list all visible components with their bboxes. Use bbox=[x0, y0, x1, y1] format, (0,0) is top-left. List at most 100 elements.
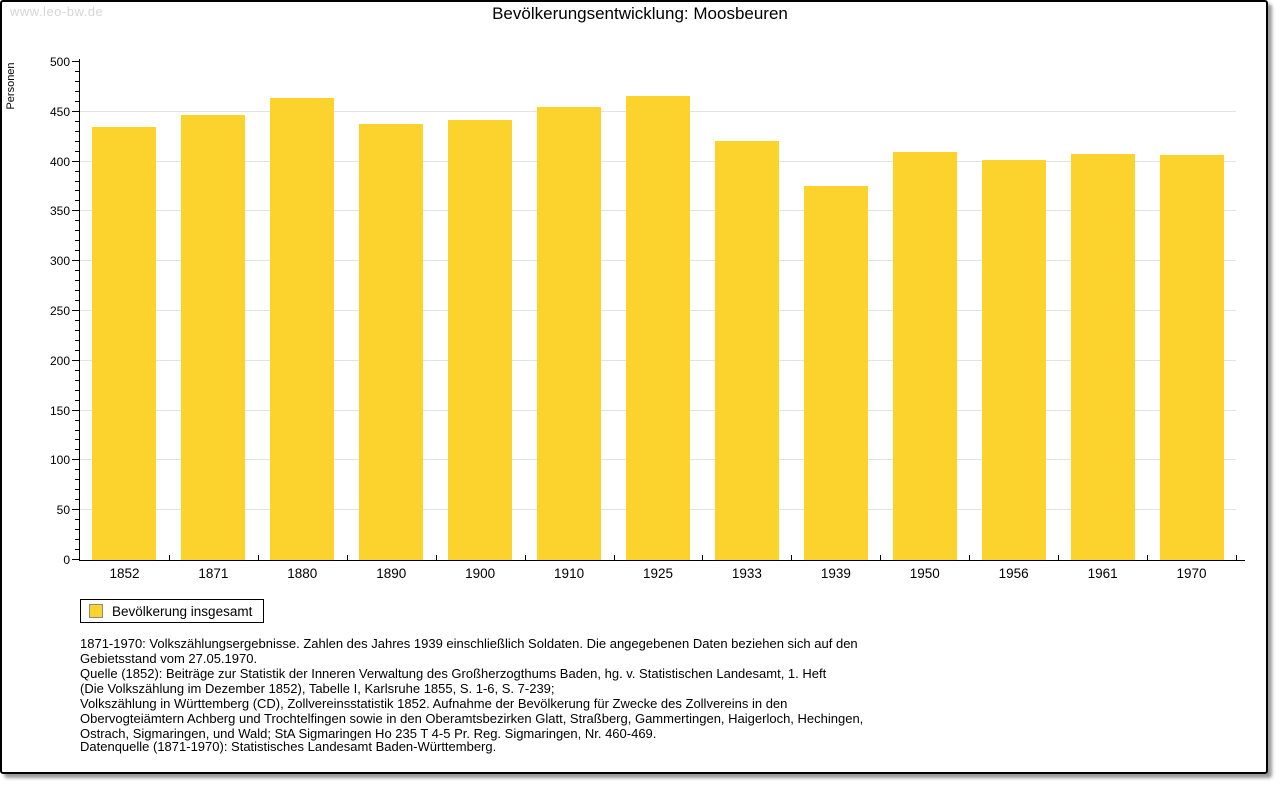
x-axis-tick bbox=[880, 555, 882, 560]
footer-notes: 1871-1970: Volkszählungsergebnisse. Zahl… bbox=[80, 636, 1210, 741]
y-axis-title: Personen bbox=[5, 62, 17, 110]
legend-swatch bbox=[89, 604, 103, 618]
y-axis-tick bbox=[75, 469, 79, 471]
footer-note-line: Ostrach, Sigmaringen, und Wald; StA Sigm… bbox=[80, 726, 657, 741]
y-axis-tick bbox=[75, 529, 79, 531]
y-axis-line bbox=[79, 59, 80, 560]
x-axis-label: 1939 bbox=[820, 566, 851, 581]
bar bbox=[714, 140, 779, 560]
footer-datasource: Datenquelle (1871-1970): Statistisches L… bbox=[80, 739, 497, 754]
y-axis-tick bbox=[75, 190, 79, 192]
y-axis-tick bbox=[75, 449, 79, 451]
watermark: www.leo-bw.de bbox=[10, 4, 104, 19]
y-axis-tick bbox=[75, 389, 79, 391]
x-axis-label: 1900 bbox=[465, 566, 496, 581]
legend: Bevölkerung insgesamt bbox=[80, 599, 265, 623]
x-axis-label: 1852 bbox=[109, 566, 140, 581]
x-axis-label: 1961 bbox=[1087, 566, 1118, 581]
y-axis-tick bbox=[75, 479, 79, 481]
y-axis-tick bbox=[75, 220, 79, 222]
y-axis-tick bbox=[75, 80, 79, 82]
x-axis-tick bbox=[168, 555, 170, 560]
y-axis-tick bbox=[75, 439, 79, 441]
y-axis-tick-label: 500 bbox=[49, 55, 70, 69]
y-axis-tick bbox=[75, 339, 79, 341]
x-axis-tick bbox=[1236, 555, 1237, 560]
y-axis-tick bbox=[75, 200, 79, 202]
y-axis-tick bbox=[72, 310, 79, 311]
y-axis-tick bbox=[75, 270, 79, 272]
y-axis-tick bbox=[72, 260, 79, 262]
y-axis-tick bbox=[75, 399, 79, 401]
x-axis-label: 1956 bbox=[998, 566, 1029, 581]
y-axis-tick-label: 200 bbox=[49, 353, 70, 368]
y-axis-tick bbox=[75, 90, 79, 92]
page-title: Bevölkerungsentwicklung: Moosbeuren bbox=[492, 4, 788, 23]
y-axis-tick bbox=[75, 369, 79, 371]
x-axis-tick bbox=[791, 555, 793, 560]
y-axis-tick bbox=[75, 170, 79, 172]
bar bbox=[1159, 154, 1224, 560]
y-axis-tick bbox=[72, 409, 79, 411]
y-axis-tick bbox=[75, 349, 79, 351]
bar bbox=[803, 185, 868, 560]
x-axis-line bbox=[79, 560, 1245, 561]
bar bbox=[448, 119, 513, 560]
bar bbox=[1070, 153, 1135, 560]
x-axis-tick bbox=[702, 555, 704, 560]
y-axis-tick bbox=[72, 509, 79, 511]
y-axis-tick bbox=[72, 210, 79, 212]
y-axis-tick bbox=[75, 379, 79, 381]
x-axis-label: 1871 bbox=[198, 566, 229, 581]
x-axis-tick bbox=[1147, 555, 1149, 560]
x-axis-label: 1890 bbox=[376, 566, 407, 581]
y-axis-tick bbox=[75, 549, 79, 551]
y-axis-tick bbox=[75, 290, 79, 292]
y-axis-tick-label: 350 bbox=[49, 204, 70, 219]
y-axis-tick-label: 150 bbox=[49, 403, 70, 418]
y-axis-tick bbox=[75, 319, 79, 321]
bar bbox=[537, 106, 602, 560]
y-axis-tick bbox=[75, 519, 79, 521]
footer-note-line: Volkszählung in Württemberg (CD), Zollve… bbox=[80, 696, 788, 711]
y-axis-tick bbox=[75, 300, 79, 302]
y-axis-tick-label: 50 bbox=[56, 503, 70, 518]
y-axis-tick bbox=[75, 489, 79, 491]
y-axis-tick bbox=[75, 120, 79, 122]
y-axis-tick bbox=[75, 429, 79, 431]
bar bbox=[892, 151, 957, 560]
footer-note-line: (Die Volkszählung im Dezember 1852), Tab… bbox=[80, 681, 555, 696]
x-axis-label: 1910 bbox=[554, 566, 585, 581]
y-axis-tick bbox=[72, 110, 79, 112]
plot-area: 0 50 100 150 200 250 300 350 400 450 500 1852 1871 18… bbox=[50, 56, 1245, 581]
x-axis-label: 1950 bbox=[909, 566, 940, 581]
x-axis-tick bbox=[524, 555, 526, 560]
x-axis-tick bbox=[613, 555, 615, 560]
y-axis-tick bbox=[75, 329, 79, 331]
x-axis-label: 1933 bbox=[731, 566, 762, 581]
y-axis-tick-label: 300 bbox=[49, 254, 70, 269]
y-axis-tick bbox=[75, 419, 79, 421]
x-axis-label: 1880 bbox=[287, 566, 318, 581]
y-axis-tick bbox=[75, 539, 79, 541]
y-axis-tick bbox=[72, 61, 79, 62]
bar bbox=[270, 97, 335, 560]
x-axis-label: 1925 bbox=[642, 566, 674, 581]
y-axis-tick-label: 450 bbox=[49, 104, 70, 119]
x-axis-label: 1970 bbox=[1176, 566, 1207, 581]
y-axis-tick bbox=[72, 160, 79, 162]
y-axis-tick bbox=[72, 359, 79, 361]
x-axis-tick bbox=[1058, 555, 1060, 560]
bar bbox=[359, 123, 424, 560]
y-axis-tick-label: 0 bbox=[63, 553, 70, 567]
y-axis-tick bbox=[75, 250, 79, 252]
y-axis-tick bbox=[75, 140, 79, 142]
y-axis-tick bbox=[75, 240, 79, 242]
bar bbox=[181, 114, 246, 560]
y-axis-tick bbox=[75, 100, 79, 102]
y-axis-tick bbox=[75, 180, 79, 182]
x-axis-tick bbox=[346, 555, 348, 560]
y-axis-tick bbox=[75, 280, 79, 282]
bar bbox=[981, 159, 1046, 560]
x-axis-tick bbox=[969, 555, 971, 560]
